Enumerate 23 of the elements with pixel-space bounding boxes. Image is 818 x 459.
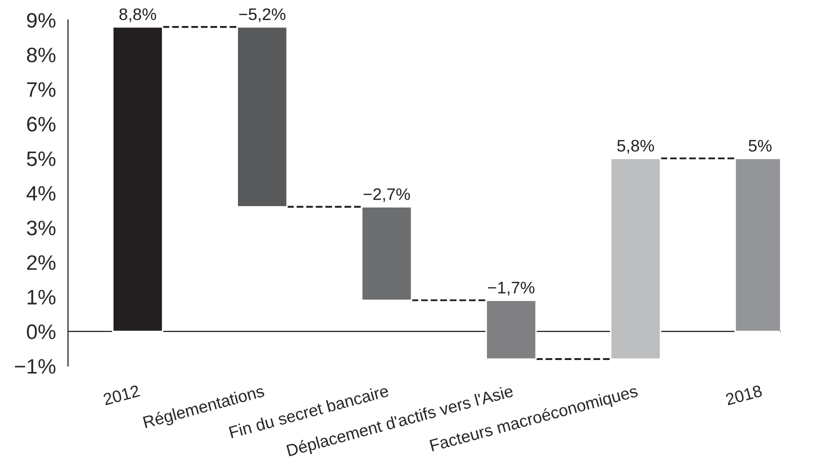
data-label: 8,8% [119,8,156,22]
y-tick-label: 3% [26,220,56,236]
x-tick-label: 2012 [102,384,140,406]
bar [236,26,288,208]
y-tick-label: −1% [14,359,56,374]
y-tick-label: 8% [26,48,56,62]
data-label: −5,2% [239,8,286,22]
x-tick-label: 2018 [725,384,763,406]
y-tick-label: 6% [27,116,56,132]
bar [361,206,412,301]
y-tick-label: 9% [27,13,56,28]
data-label: 5,8% [617,140,654,154]
y-tick-label: 0% [26,324,56,340]
data-label: −1,7% [488,282,534,296]
y-tick-label: 2% [27,255,56,270]
y-tick-label: 7% [27,82,56,97]
data-label: −2,7% [364,188,410,202]
y-tick-label: 5% [26,151,56,166]
bar [610,158,662,360]
y-tick-label: 4% [26,186,56,201]
bar [486,300,537,360]
data-label: 5% [748,140,772,152]
y-tick-label: 1% [28,290,56,304]
